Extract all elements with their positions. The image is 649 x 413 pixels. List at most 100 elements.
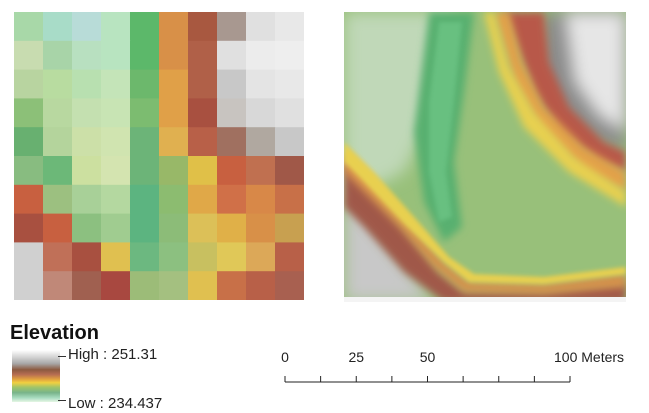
grid-cell bbox=[188, 156, 218, 186]
grid-cell bbox=[159, 40, 189, 71]
grid-cell bbox=[217, 12, 247, 42]
grid-cell bbox=[43, 69, 73, 99]
grid-cell bbox=[72, 98, 102, 128]
grid-cell bbox=[275, 40, 304, 71]
grid-cell bbox=[101, 271, 131, 300]
grid-cell bbox=[43, 184, 73, 215]
grid-cell bbox=[159, 184, 189, 215]
grid-cell bbox=[159, 98, 189, 128]
grid-cell bbox=[130, 40, 160, 71]
grid-cell bbox=[14, 69, 44, 99]
grid-cell bbox=[159, 242, 189, 272]
grid-cell bbox=[101, 40, 131, 71]
grid-cell bbox=[275, 127, 304, 157]
legend-high-tick bbox=[58, 356, 66, 357]
grid-cell bbox=[188, 184, 218, 215]
grid-cell bbox=[101, 213, 131, 243]
grid-cell bbox=[246, 69, 276, 99]
scale-bar-label: 50 bbox=[420, 349, 436, 365]
grid-cell bbox=[130, 156, 160, 186]
grid-cell bbox=[159, 271, 189, 300]
grid-cell bbox=[130, 98, 160, 128]
grid-cell bbox=[43, 12, 73, 42]
grid-cell bbox=[246, 98, 276, 128]
grid-cell bbox=[43, 98, 73, 128]
elevation-smooth-map bbox=[344, 12, 626, 302]
grid-cell bbox=[275, 271, 304, 300]
grid-cell bbox=[188, 271, 218, 300]
grid-cell bbox=[188, 12, 218, 42]
grid-cell bbox=[101, 98, 131, 128]
grid-cell bbox=[43, 213, 73, 243]
grid-cell bbox=[72, 127, 102, 157]
grid-cell bbox=[159, 156, 189, 186]
grid-cell bbox=[217, 242, 247, 272]
grid-cell bbox=[14, 156, 44, 186]
grid-cell bbox=[246, 242, 276, 272]
grid-cell bbox=[159, 12, 189, 42]
grid-cell bbox=[246, 271, 276, 300]
grid-cell bbox=[188, 69, 218, 99]
grid-cell bbox=[246, 127, 276, 157]
grid-cell bbox=[188, 242, 218, 272]
legend-low-tick bbox=[58, 400, 66, 401]
grid-cell bbox=[188, 127, 218, 157]
legend-low-label: Low : 234.437 bbox=[68, 395, 163, 412]
grid-cell bbox=[188, 40, 218, 71]
legend-high-label: High : 251.31 bbox=[68, 346, 158, 363]
grid-cell bbox=[130, 242, 160, 272]
grid-cell bbox=[246, 213, 276, 243]
grid-cell bbox=[246, 156, 276, 186]
grid-cell bbox=[217, 271, 247, 300]
grid-cell bbox=[217, 98, 247, 128]
grid-cell bbox=[246, 184, 276, 215]
grid-cell bbox=[275, 184, 304, 215]
grid-cell bbox=[43, 40, 73, 71]
grid-cell bbox=[101, 127, 131, 157]
grid-cell bbox=[130, 127, 160, 157]
grid-cell bbox=[72, 271, 102, 300]
grid-cell bbox=[130, 12, 160, 42]
grid-cell bbox=[43, 242, 73, 272]
grid-cell bbox=[217, 69, 247, 99]
grid-cell bbox=[43, 271, 73, 300]
grid-cell bbox=[14, 242, 44, 272]
grid-cell bbox=[188, 98, 218, 128]
scale-bar: 0 25 50 100 Meters bbox=[281, 349, 624, 383]
grid-cell bbox=[130, 69, 160, 99]
grid-cell bbox=[101, 242, 131, 272]
grid-cell bbox=[275, 12, 304, 42]
grid-cell bbox=[72, 40, 102, 71]
grid-cell bbox=[14, 12, 44, 42]
grid-cell bbox=[217, 127, 247, 157]
grid-cell bbox=[72, 69, 102, 99]
grid-cell bbox=[101, 12, 131, 42]
grid-cell bbox=[246, 12, 276, 42]
grid-cell bbox=[101, 184, 131, 215]
scale-bar-label: 0 bbox=[281, 349, 289, 365]
grid-cell bbox=[14, 213, 44, 243]
grid-cell bbox=[159, 213, 189, 243]
grid-cell bbox=[130, 184, 160, 215]
grid-cell bbox=[14, 98, 44, 128]
grid-cell bbox=[14, 184, 44, 215]
grid-cell bbox=[159, 69, 189, 99]
grid-cell bbox=[217, 40, 247, 71]
grid-cell bbox=[72, 184, 102, 215]
grid-cell bbox=[159, 127, 189, 157]
grid-cell bbox=[130, 213, 160, 243]
grid-cell bbox=[130, 271, 160, 300]
grid-cell bbox=[43, 127, 73, 157]
grid-cell bbox=[217, 213, 247, 243]
grid-cell bbox=[14, 40, 44, 71]
grid-cell bbox=[275, 98, 304, 128]
grid-cell bbox=[43, 156, 73, 186]
scale-bar-label: 25 bbox=[348, 349, 364, 365]
grid-cell bbox=[101, 156, 131, 186]
grid-cell bbox=[217, 156, 247, 186]
legend-color-ramp bbox=[12, 350, 60, 402]
legend-title: Elevation bbox=[10, 322, 99, 344]
grid-cell bbox=[72, 242, 102, 272]
grid-cell bbox=[275, 242, 304, 272]
grid-cell bbox=[72, 213, 102, 243]
